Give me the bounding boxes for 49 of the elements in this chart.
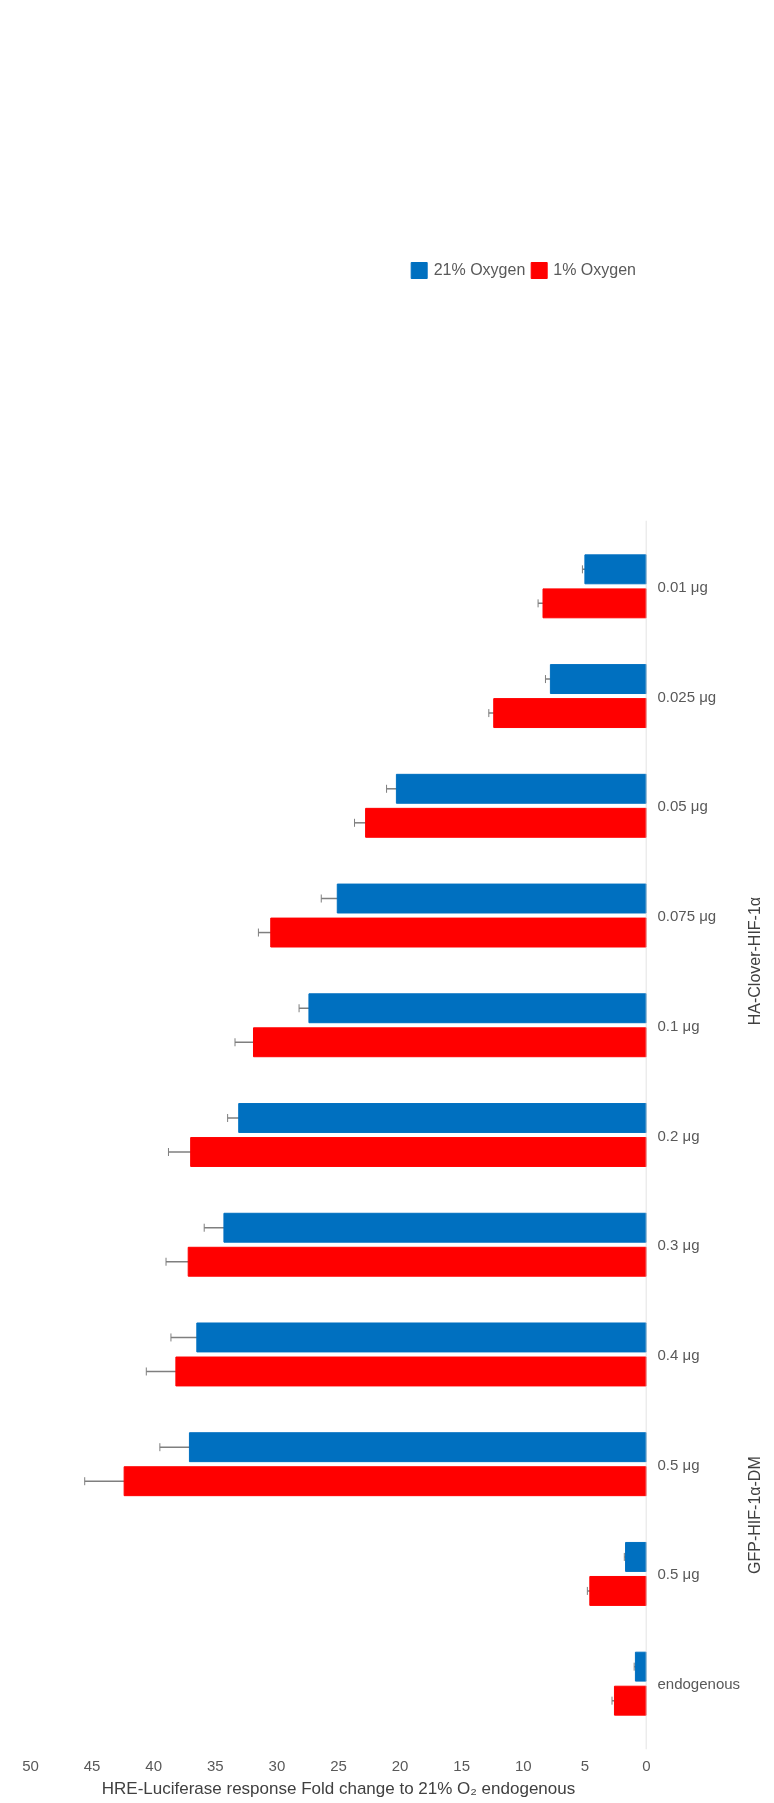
x-tick-label: 25	[330, 1756, 347, 1774]
y-tick-label: 0.5 μg	[657, 1565, 700, 1583]
legend-label: 21% Oxygen	[433, 261, 526, 279]
y-tick-label: 0.5 μg	[657, 1455, 700, 1473]
bar	[395, 773, 647, 804]
bar	[613, 1685, 647, 1716]
bar	[238, 1103, 647, 1133]
text: GFP-HIF-1α-DM	[746, 1456, 763, 1574]
bar	[542, 588, 647, 619]
bar	[223, 1212, 647, 1243]
bar	[190, 1137, 647, 1167]
x-tick-label: 15	[453, 1756, 471, 1774]
bar	[196, 1322, 647, 1353]
y-tick-label: 0.3 μg	[657, 1236, 700, 1254]
bar	[493, 698, 647, 729]
bar	[549, 664, 647, 695]
bar	[175, 1356, 647, 1387]
y-tick-label: 0.075 μg	[657, 907, 717, 925]
bar	[365, 807, 647, 838]
text: HA-Clover-HIF-1α	[746, 896, 763, 1026]
bar	[589, 1575, 647, 1606]
x-axis-title: HRE-Luciferase response Fold change to 21% O₂ endogenous	[101, 1778, 576, 1798]
x-tick-label: 0	[642, 1756, 651, 1774]
x-tick-label: 20	[391, 1756, 409, 1774]
x-tick-label: 30	[268, 1756, 286, 1774]
bar	[188, 1432, 647, 1463]
y-tick-label: 0.4 μg	[657, 1345, 700, 1363]
y-tick-label: endogenous	[657, 1675, 741, 1693]
y-tick-label: 0.05 μg	[657, 797, 708, 815]
bar	[123, 1466, 647, 1497]
bar	[336, 883, 647, 914]
x-tick-label: 10	[514, 1756, 532, 1774]
x-tick-label: 35	[206, 1756, 224, 1774]
bar	[308, 993, 647, 1024]
legend-label: 1% Oxygen	[553, 261, 636, 279]
x-tick-label: 50	[22, 1756, 39, 1774]
y-tick-label: 0.025 μg	[657, 687, 717, 705]
bar	[187, 1246, 647, 1277]
x-tick-label: 5	[580, 1756, 590, 1774]
bar	[634, 1651, 647, 1682]
bar	[584, 554, 647, 585]
x-tick-label: 45	[83, 1756, 101, 1774]
bar	[270, 917, 647, 948]
x-tick-label: 40	[145, 1756, 163, 1774]
y-tick-label: 0.2 μg	[657, 1126, 700, 1144]
bar	[625, 1541, 647, 1572]
bar	[252, 1027, 647, 1058]
y-tick-label: 0.1 μg	[657, 1016, 700, 1034]
y-tick-label: 0.01 μg	[657, 577, 708, 595]
